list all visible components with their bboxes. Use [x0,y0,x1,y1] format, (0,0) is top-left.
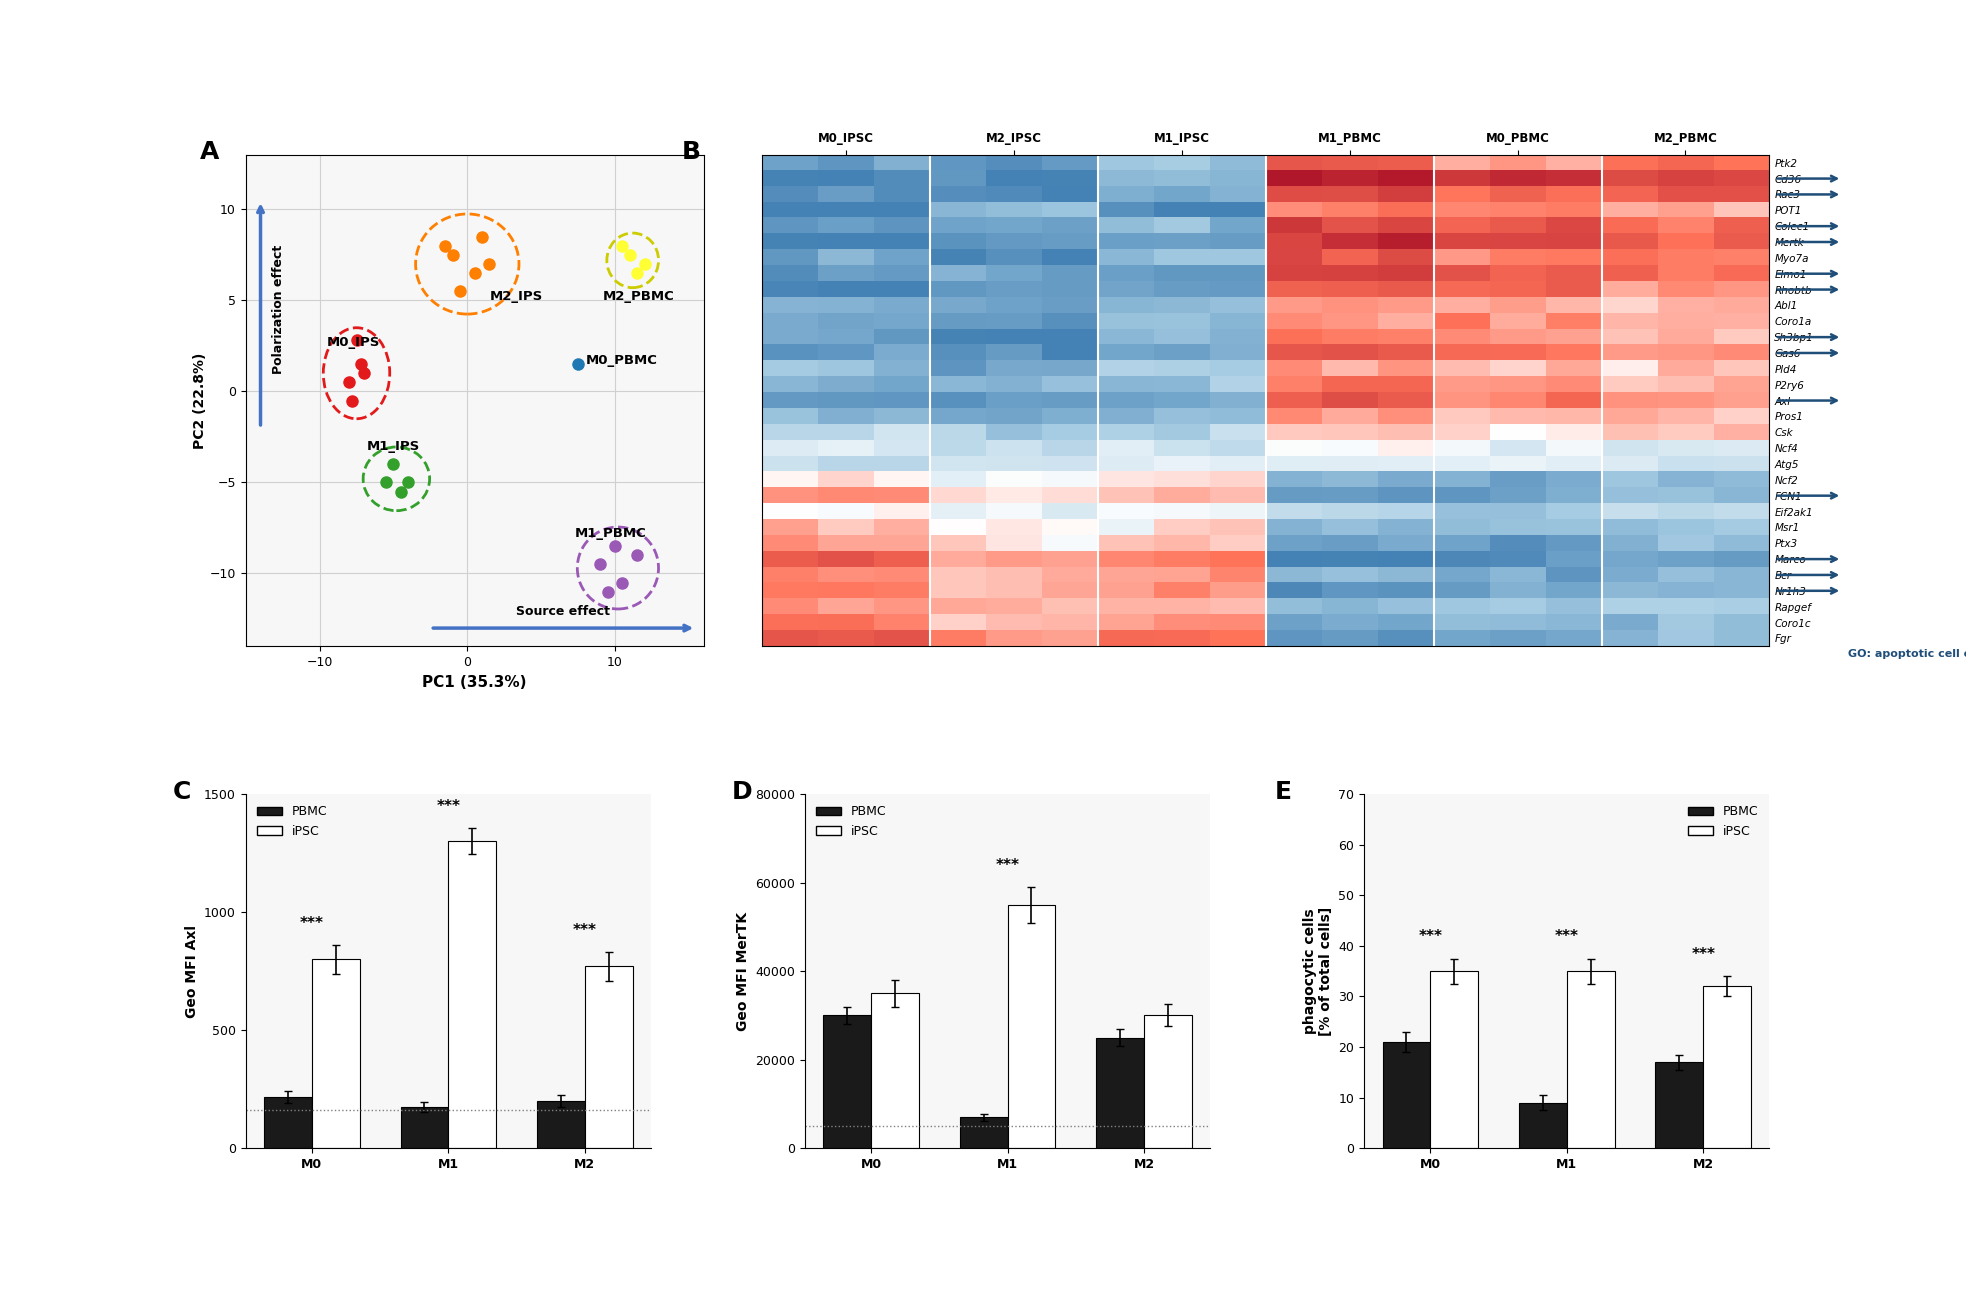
Text: ***: *** [301,916,324,931]
Text: C: C [173,780,191,804]
Y-axis label: phagocytic cells
[% of total cells]: phagocytic cells [% of total cells] [1303,907,1333,1036]
Bar [1520,1103,1567,1148]
Bar [448,841,495,1148]
Bar [1431,971,1478,1148]
Text: M0_IPS: M0_IPS [326,335,379,348]
Text: D: D [731,780,753,804]
Bar [959,1117,1007,1148]
Legend: PBMC, iPSC: PBMC, iPSC [812,801,893,842]
Text: M0_PBMC: M0_PBMC [586,355,657,368]
Text: E: E [1276,780,1292,804]
Bar [1144,1015,1191,1148]
Bar [1007,904,1056,1148]
Bar [824,1015,871,1148]
Bar [1097,1037,1144,1148]
Bar [263,1098,313,1148]
Text: ***: *** [1555,929,1579,944]
Bar [1567,971,1614,1148]
Bar [871,993,918,1148]
Bar [537,1100,584,1148]
Bar [1703,987,1752,1148]
Text: GO: apoptotic cell clearance: GO: apoptotic cell clearance [1848,649,1966,659]
Text: ***: *** [436,800,460,814]
Text: M1_PBMC: M1_PBMC [576,528,647,541]
Y-axis label: Geo MFI MerTK: Geo MFI MerTK [735,912,749,1031]
Bar [1382,1042,1431,1148]
Bar [584,966,633,1148]
Text: Polarization effect: Polarization effect [273,245,285,374]
Text: ***: *** [1691,947,1714,962]
Text: M2_IPS: M2_IPS [490,290,543,303]
Text: Source effect: Source effect [517,605,609,618]
Text: ***: *** [995,858,1020,873]
Text: ***: *** [1417,929,1443,944]
Y-axis label: Geo MFI Axl: Geo MFI Axl [185,925,199,1018]
Text: ***: *** [572,924,598,938]
X-axis label: PC1 (35.3%): PC1 (35.3%) [423,675,527,690]
Legend: PBMC, iPSC: PBMC, iPSC [1683,801,1764,842]
Bar [313,960,360,1148]
Bar [1655,1062,1703,1148]
Bar [401,1107,448,1148]
Text: B: B [682,141,700,164]
Text: M1_IPS: M1_IPS [368,440,421,453]
Text: A: A [201,141,220,164]
Text: M2_PBMC: M2_PBMC [604,290,674,303]
Legend: PBMC, iPSC: PBMC, iPSC [252,801,332,842]
Y-axis label: PC2 (22.8%): PC2 (22.8%) [193,352,206,449]
